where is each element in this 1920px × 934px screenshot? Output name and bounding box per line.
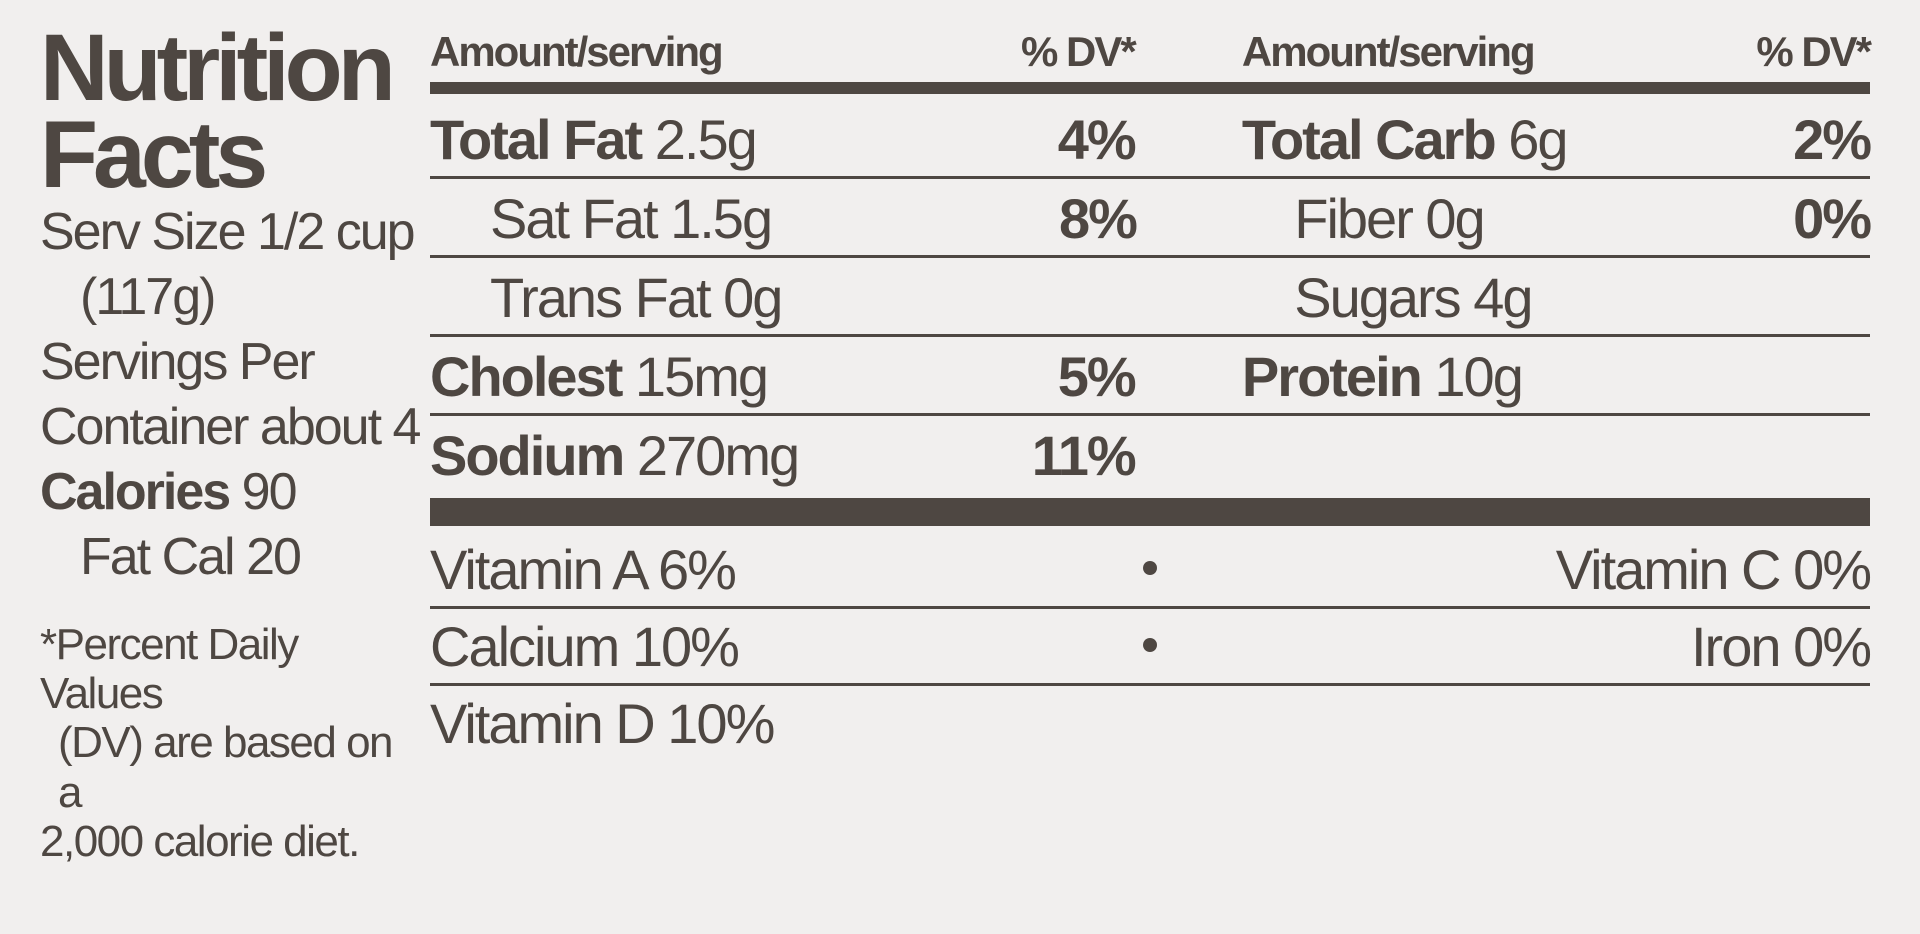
sat-fat-value: 1.5g — [670, 187, 771, 250]
fiber-value: 0g — [1425, 187, 1483, 250]
right-column: Amount/serving % DV* Amount/serving % DV… — [430, 20, 1870, 914]
sat-fat-dv: 8% — [939, 191, 1136, 247]
sugars-label: Sugars — [1294, 266, 1459, 329]
fiber-dv: 0% — [1716, 191, 1870, 247]
nutrition-facts-panel: Nutrition Facts Serv Size 1/2 cup (117g)… — [0, 0, 1920, 934]
serving-size-value: 1/2 cup — [257, 203, 414, 261]
vit-a-value: 6% — [658, 538, 735, 601]
calories-label: Calories — [40, 463, 229, 521]
row-vita-vitc: Vitamin A 6% Vitamin C 0% — [430, 532, 1870, 606]
vit-c-label: Vitamin C — [1556, 538, 1780, 601]
row-cholest-protein: Cholest 15mg 5% Protein 10g — [430, 337, 1870, 413]
sugars-value: 4g — [1473, 266, 1531, 329]
fat-cal-line: Fat Cal 20 — [40, 525, 420, 590]
total-fat-label: Total Fat — [430, 108, 641, 171]
serving-size-label: Serv Size — [40, 203, 245, 261]
serving-size-line: Serv Size 1/2 cup — [40, 200, 420, 265]
servings-per-line-1: Servings Per — [40, 330, 420, 395]
sodium-value: 270mg — [637, 424, 798, 487]
footnote-line-1: *Percent Daily Values — [40, 620, 420, 719]
calories-line: Calories 90 — [40, 460, 420, 525]
serving-size-grams: (117g) — [40, 265, 420, 330]
title-line-1: Nutrition — [40, 25, 420, 112]
title-line-2: Facts — [40, 112, 420, 199]
sodium-label: Sodium — [430, 424, 623, 487]
fat-cal-label: Fat Cal — [80, 528, 234, 586]
total-fat-dv: 4% — [920, 112, 1134, 168]
iron-value: 0% — [1793, 615, 1870, 678]
vit-d-label: Vitamin D — [430, 692, 654, 755]
protein-value: 10g — [1434, 345, 1521, 408]
vit-c-value: 0% — [1793, 538, 1870, 601]
cholest-dv: 5% — [920, 349, 1134, 405]
hdr-amount-1: Amount/serving — [430, 28, 920, 76]
trans-fat-label: Trans Fat — [490, 266, 710, 329]
total-carb-value: 6g — [1508, 108, 1566, 171]
servings-per-line-2: Container about 4 — [40, 395, 420, 460]
cholest-label: Cholest — [430, 345, 621, 408]
vit-a-label: Vitamin A — [430, 538, 644, 601]
trans-fat-value: 0g — [723, 266, 781, 329]
thick-rule-top — [430, 82, 1870, 94]
row-vitd: Vitamin D 10% — [430, 686, 1870, 760]
hdr-dv-1: % DV* — [920, 28, 1134, 76]
calcium-label: Calcium — [430, 615, 618, 678]
sodium-dv: 11% — [920, 428, 1134, 484]
row-calcium-iron: Calcium 10% Iron 0% — [430, 609, 1870, 683]
bullet-icon — [1143, 561, 1157, 575]
row-transfat-sugars: Trans Fat 0g Sugars 4g — [430, 258, 1870, 334]
hdr-dv-2: % DV* — [1702, 28, 1871, 76]
footnote-line-2: (DV) are based on a — [40, 718, 420, 817]
calcium-value: 10% — [632, 615, 738, 678]
dv-footnote: *Percent Daily Values (DV) are based on … — [40, 620, 420, 866]
bullet-icon — [1143, 638, 1157, 652]
mega-rule — [430, 498, 1870, 526]
row-satfat-fiber: Sat Fat 1.5g 8% Fiber 0g 0% — [430, 179, 1870, 255]
total-fat-value: 2.5g — [655, 108, 756, 171]
row-totalfat-totalcarb: Total Fat 2.5g 4% Total Carb 6g 2% — [430, 100, 1870, 176]
left-column: Nutrition Facts Serv Size 1/2 cup (117g)… — [40, 20, 430, 914]
iron-label: Iron — [1691, 615, 1780, 678]
vit-d-value: 10% — [667, 692, 773, 755]
row-sodium: Sodium 270mg 11% — [430, 416, 1870, 492]
cholest-value: 15mg — [635, 345, 767, 408]
footnote-line-3: 2,000 calorie diet. — [40, 817, 420, 866]
total-carb-label: Total Carb — [1242, 108, 1495, 171]
total-carb-dv: 2% — [1702, 112, 1871, 168]
hdr-amount-2: Amount/serving — [1242, 28, 1702, 76]
header-row: Amount/serving % DV* Amount/serving % DV… — [430, 28, 1870, 82]
calories-value: 90 — [242, 463, 296, 521]
protein-label: Protein — [1242, 345, 1421, 408]
fat-cal-value: 20 — [246, 528, 300, 586]
fiber-label: Fiber — [1294, 187, 1412, 250]
sat-fat-label: Sat Fat — [490, 187, 657, 250]
